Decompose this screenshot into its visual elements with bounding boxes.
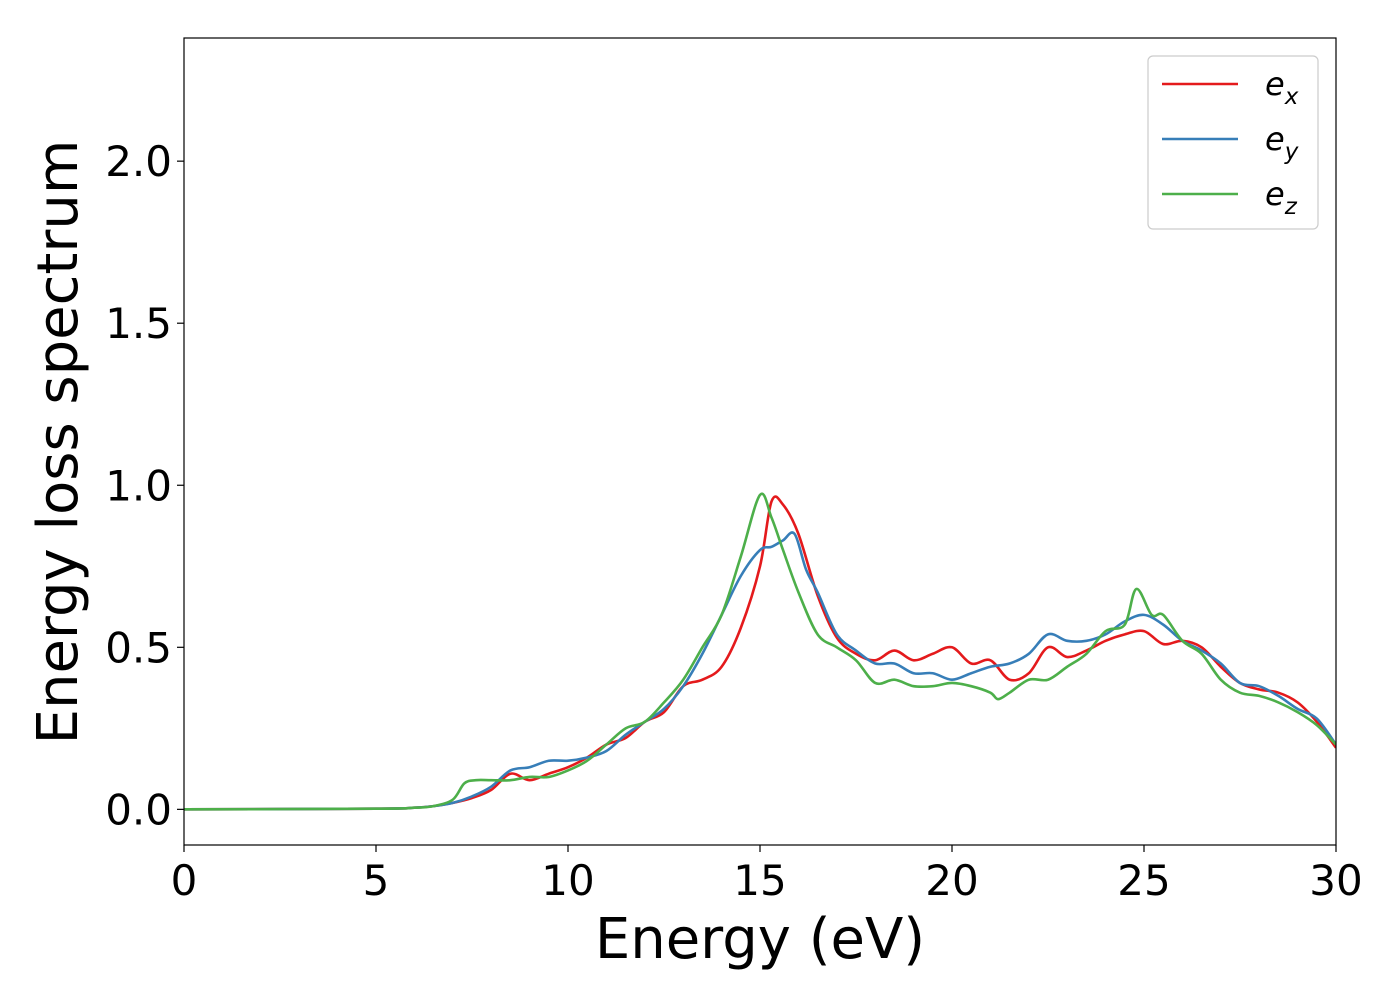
y-tick-label: 0.0 bbox=[105, 785, 172, 834]
x-tick-label: 15 bbox=[733, 856, 786, 905]
legend-label-base: e bbox=[1265, 65, 1285, 103]
x-axis-label: Energy (eV) bbox=[595, 907, 925, 972]
x-tick-label: 30 bbox=[1309, 856, 1362, 905]
y-tick-label: 0.5 bbox=[105, 623, 172, 672]
x-tick-label: 20 bbox=[925, 856, 978, 905]
y-axis-label: Energy loss spectrum bbox=[26, 140, 91, 745]
legend-box bbox=[1147, 55, 1319, 230]
y-tick-label: 2.0 bbox=[105, 137, 172, 186]
legend-label-ex: ex bbox=[1265, 65, 1299, 110]
legend-label-subscript: y bbox=[1284, 139, 1299, 165]
series-line-ex bbox=[184, 495, 1336, 811]
y-tick-label: 1.0 bbox=[105, 461, 172, 510]
legend-label-base: e bbox=[1265, 175, 1285, 213]
series-line-ey bbox=[184, 531, 1336, 811]
y-tick-label: 1.5 bbox=[105, 299, 172, 348]
y-axis: 0.0 0.5 1.0 1.5 2.0 bbox=[105, 137, 184, 834]
x-tick-label: 10 bbox=[541, 856, 594, 905]
x-tick-label: 25 bbox=[1117, 856, 1170, 905]
series-line-ez bbox=[184, 492, 1336, 811]
legend-label-subscript: x bbox=[1284, 84, 1299, 110]
legend-label-base: e bbox=[1265, 120, 1285, 158]
legend-label-ez: ez bbox=[1265, 175, 1298, 220]
series-layer bbox=[184, 492, 1336, 811]
x-tick-label: 0 bbox=[171, 856, 198, 905]
x-tick-label: 5 bbox=[363, 856, 390, 905]
legend-label-subscript: z bbox=[1284, 194, 1298, 220]
legend-label-ey: ey bbox=[1265, 120, 1299, 165]
x-axis: 0 5 10 15 20 25 30 bbox=[171, 845, 1363, 905]
